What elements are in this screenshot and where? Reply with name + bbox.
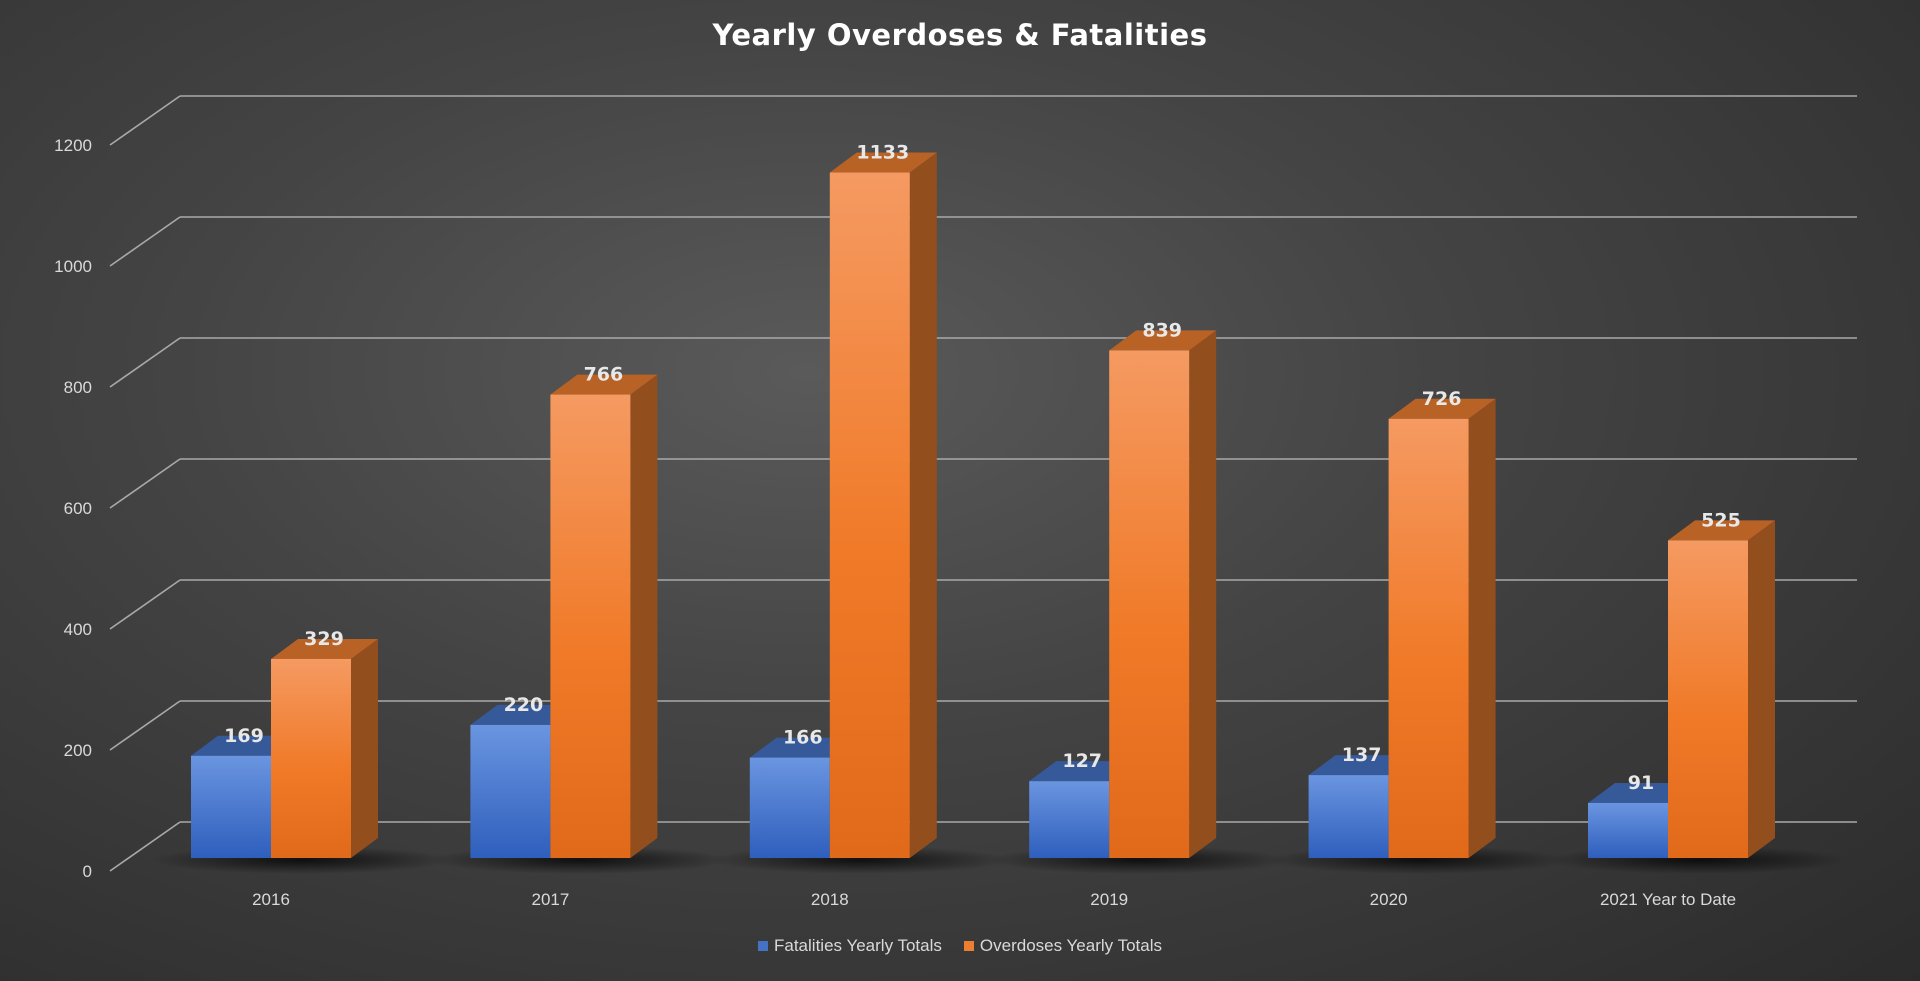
legend-label-fatalities: Fatalities Yearly Totals: [774, 936, 942, 955]
y-tick-label-200: 200: [64, 741, 92, 760]
bars: [191, 152, 1775, 858]
bar-side: [1468, 398, 1496, 858]
x-axis-ticks: 2016 2017 2018 2019 2020 2021 Year to Date: [252, 890, 1736, 909]
bar-top: [1668, 520, 1775, 541]
bar-front: [1388, 418, 1469, 858]
bar-top: [1388, 398, 1496, 419]
gridline-400: [109, 579, 1857, 630]
bar-overdoses-yearly-totals-2018: [829, 152, 937, 858]
y-tick-label-1000: 1000: [54, 257, 92, 276]
gridline-800: [109, 337, 1857, 388]
bar-front: [271, 658, 351, 858]
y-tick-label-1200: 1200: [54, 136, 92, 155]
gridlines: [109, 95, 1857, 872]
bar-front: [1029, 781, 1110, 858]
legend-label-overdoses: Overdoses Yearly Totals: [979, 936, 1162, 955]
y-tick-label-600: 600: [64, 499, 92, 518]
x-tick-label-2017: 2017: [531, 890, 569, 909]
y-tick-label-0: 0: [83, 862, 92, 881]
x-tick-label-2019: 2019: [1090, 890, 1128, 909]
gridline-1000: [109, 216, 1857, 267]
bar-top: [550, 374, 658, 395]
data-label-fatalities-yearly-totals-2020: 137: [1342, 744, 1382, 766]
bar-front: [1109, 350, 1190, 858]
bar-overdoses-yearly-totals-2020: [1388, 398, 1496, 858]
y-axis-ticks: 0 200 400 600 800 1000 1200: [54, 136, 92, 881]
chart-title: Yearly Overdoses & Fatalities: [712, 18, 1208, 52]
bar-overdoses-yearly-totals-2016: [271, 638, 378, 858]
data-labels: 169 329 220 766 166 1133 127 839 137 726 91 525: [224, 142, 1741, 794]
bar-front: [829, 172, 910, 858]
data-label-overdoses-yearly-totals-2017: 766: [584, 364, 624, 386]
bar-front: [1668, 540, 1748, 858]
bar-side: [630, 374, 658, 858]
legend-item-fatalities: Fatalities Yearly Totals: [758, 936, 942, 956]
gridline-0: [109, 821, 1857, 872]
gridline-600: [109, 458, 1857, 509]
data-label-overdoses-yearly-totals-2018: 1133: [856, 142, 909, 164]
x-tick-label-2016: 2016: [252, 890, 290, 909]
legend-swatch-overdoses: [963, 941, 974, 951]
data-label-overdoses-yearly-totals-2019: 839: [1142, 319, 1182, 341]
y-tick-label-400: 400: [64, 620, 92, 639]
bar-top: [829, 152, 937, 173]
data-label-fatalities-yearly-totals-2017: 220: [504, 694, 544, 716]
gridline-side-800: [109, 337, 181, 388]
bar-front: [191, 755, 271, 858]
gridline-1200: [109, 95, 1857, 146]
bar-front: [550, 394, 631, 858]
data-label-fatalities-yearly-totals-2019: 127: [1062, 750, 1102, 772]
data-label-fatalities-yearly-totals-2021-year-to-date: 91: [1628, 772, 1654, 794]
data-label-overdoses-yearly-totals-2021-year-to-date: 525: [1701, 509, 1741, 531]
data-label-overdoses-yearly-totals-2020: 726: [1422, 388, 1462, 410]
x-tick-label-2018: 2018: [811, 890, 849, 909]
gridline-side-600: [109, 458, 181, 509]
data-label-fatalities-yearly-totals-2016: 169: [224, 725, 264, 747]
gridline-200: [109, 700, 1857, 751]
bar-front: [1308, 775, 1389, 858]
x-tick-label-2021-year-to-date: 2021 Year to Date: [1600, 890, 1736, 909]
gridline-side-200: [109, 700, 181, 751]
bar-front: [470, 724, 551, 858]
x-tick-label-2020: 2020: [1370, 890, 1408, 909]
legend: Fatalities Yearly Totals Overdoses Yearl…: [0, 936, 1920, 956]
bar-side: [351, 638, 378, 858]
gridline-side-0: [109, 821, 181, 872]
y-tick-label-800: 800: [64, 378, 92, 397]
legend-item-overdoses: Overdoses Yearly Totals: [963, 936, 1162, 956]
data-label-overdoses-yearly-totals-2016: 329: [304, 628, 344, 650]
legend-swatch-fatalities: [758, 941, 768, 951]
bar-top: [1109, 330, 1217, 351]
gridline-side-400: [109, 579, 181, 630]
bar-overdoses-yearly-totals-2019: [1109, 330, 1217, 858]
data-label-fatalities-yearly-totals-2018: 166: [783, 727, 823, 749]
bar-top: [271, 638, 378, 659]
bar-front: [1588, 802, 1668, 858]
bar-front: [749, 757, 830, 858]
bar-overdoses-yearly-totals-2021-year-to-date: [1668, 520, 1775, 858]
gridline-side-1000: [109, 216, 181, 267]
gridline-side-1200: [109, 95, 181, 146]
bar-side: [1189, 330, 1217, 858]
bar-side: [1748, 520, 1775, 858]
bar-side: [909, 152, 937, 858]
bar-overdoses-yearly-totals-2017: [550, 374, 658, 858]
